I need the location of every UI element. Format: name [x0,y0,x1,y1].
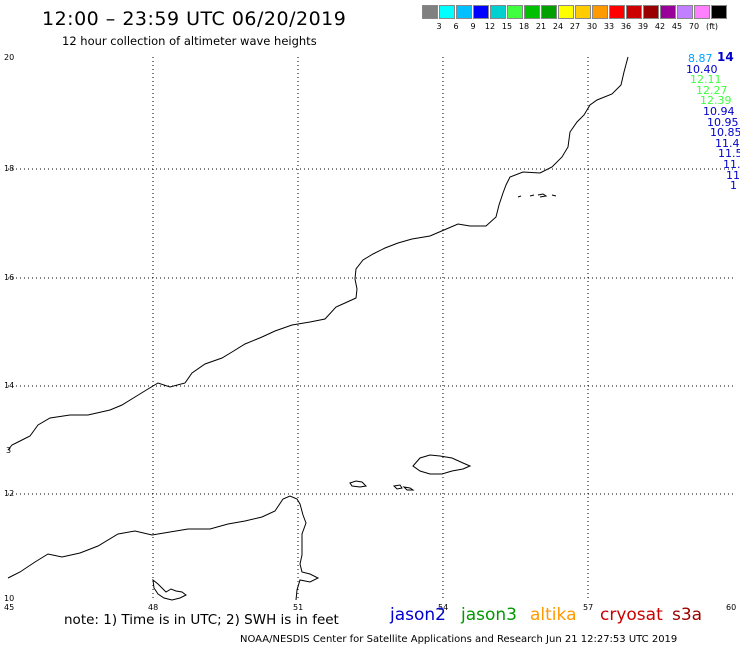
legend-label: 27 [569,22,581,31]
legend-label: 9 [470,22,476,31]
island-samhah [392,484,403,490]
mission-cryosat: cryosat [600,605,663,625]
legend-swatch [558,5,574,19]
legend-label: 3 [436,22,442,31]
legend-label: 24 [552,22,564,31]
wave-height-value: 12.39 [700,94,732,108]
lat-lon-grid [8,57,733,600]
mission-jason3: jason3 [461,605,517,625]
lon-label-54: 54 [438,603,449,612]
island-darsa [349,480,368,488]
lat-label-12: 12 [4,489,15,498]
legend-swatch [507,5,523,19]
lat-label-14: 14 [4,381,15,390]
map-title: 12:00 – 23:59 UTC 06/20/2019 [42,8,347,30]
legend-swatch [456,5,472,19]
lat-label-18: 18 [4,164,15,173]
wave-height-value: 12.11 [690,73,722,87]
coastline-arabia [7,56,629,451]
lon-label-57: 57 [583,603,594,612]
legend-swatch [524,5,540,19]
mission-s3a: s3a [672,605,703,625]
lat-label-10: 10 [4,594,15,603]
legend-swatch [694,5,710,19]
corner-height-value: 14 [717,50,734,64]
legend-swatch [490,5,506,19]
wave-height-value: 8.87 [688,52,713,65]
legend-label: 70 [688,22,700,31]
coastline-somalia [7,495,320,601]
legend-swatch [677,5,693,19]
island-socotra [412,454,472,475]
legend-label: 18 [518,22,530,31]
legend-label: 39 [637,22,649,31]
legend-label: 36 [620,22,632,31]
legend-label: 30 [586,22,598,31]
lat-label-16: 16 [4,273,15,282]
legend-label: 12 [484,22,496,31]
legend-swatch [575,5,591,19]
mission-altika: altika [530,605,577,625]
legend-swatch [626,5,642,19]
map-subtitle: 12 hour collection of altimeter wave hei… [62,34,317,48]
wave-height-value: 12.27 [696,83,728,97]
legend-swatch [711,5,727,19]
footer-credit: NOAA/NESDIS Center for Satellite Applica… [240,634,678,645]
wave-height-value: 10.95 [707,115,739,129]
wave-height-value: 10.40 [686,62,718,76]
footer-note: note: 1) Time is in UTC; 2) SWH is in fe… [64,612,339,628]
legend-swatch [660,5,676,19]
legend-label: 6 [453,22,459,31]
coastal-fragments [152,578,187,601]
islands-kuria-muria [517,193,557,198]
legend-label: 42 [654,22,666,31]
legend-label: 33 [603,22,615,31]
lat-label-20: 20 [4,53,15,62]
legend-swatch [439,5,455,19]
lon-label-51: 51 [293,603,304,612]
legend-label: 21 [535,22,547,31]
lon-label-60: 60 [726,603,737,612]
wave-height-value: 11 [726,168,740,182]
legend-swatch [592,5,608,19]
coastlines [7,56,629,601]
legend-label: 45 [671,22,683,31]
legend-label: 15 [501,22,513,31]
wave-height-value: 1 [730,179,737,193]
wave-height-value: 11.5 [718,147,740,161]
island-abd-al-kuri [402,486,415,491]
lon-label-45: 45 [4,603,15,612]
wave-height-value: 10.94 [703,105,735,118]
legend-swatch [473,5,489,19]
mission-jason2: jason2 [390,605,446,625]
edge-label: 3 [6,446,12,455]
legend-swatch [609,5,625,19]
legend-swatch [422,5,438,19]
wave-height-value: 11. [723,158,740,171]
legend-swatch [643,5,659,19]
legend-unit: (ft) [706,22,719,31]
wave-height-value: 11.4 [715,136,740,150]
legend-swatch [541,5,557,19]
lon-label-48: 48 [148,603,159,612]
wave-height-value: 10.85 [710,126,740,140]
